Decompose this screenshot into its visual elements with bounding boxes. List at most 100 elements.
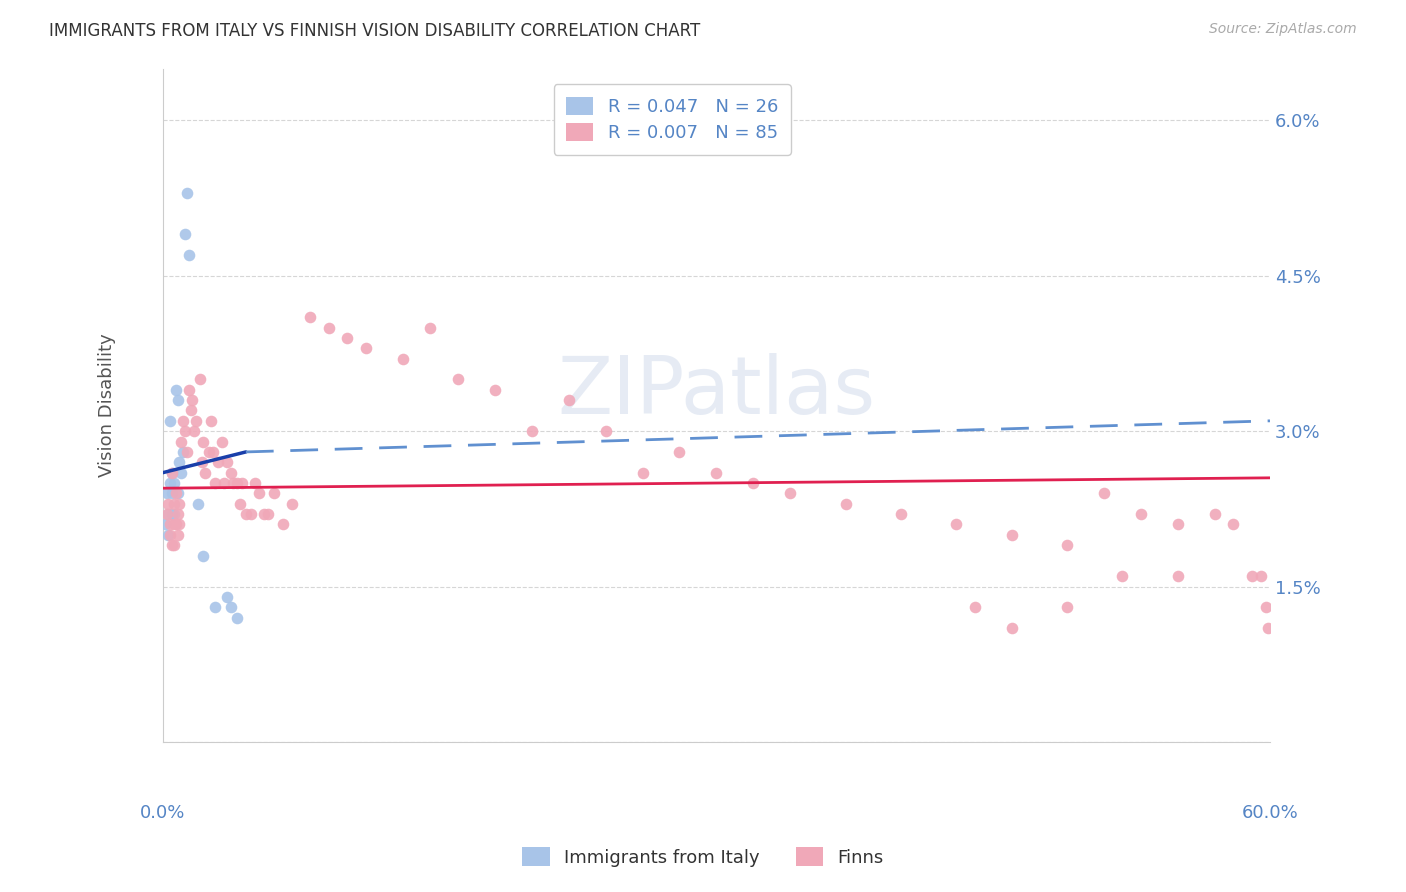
Point: [945, 517, 967, 532]
Point: [963, 600, 986, 615]
Point: [558, 393, 581, 408]
Point: [170, 434, 193, 449]
Point: [281, 497, 304, 511]
Point: [271, 517, 294, 532]
Legend: R = 0.047   N = 26, R = 0.007   N = 85: R = 0.047 N = 26, R = 0.007 N = 85: [554, 84, 790, 154]
Text: 0.0%: 0.0%: [141, 805, 186, 822]
Point: [336, 331, 359, 345]
Point: [222, 476, 245, 491]
Point: [159, 517, 181, 532]
Point: [243, 476, 266, 491]
Point: [219, 466, 242, 480]
Point: [157, 507, 180, 521]
Point: [742, 476, 765, 491]
Point: [183, 424, 205, 438]
Point: [834, 497, 856, 511]
Point: [163, 507, 186, 521]
Point: [229, 497, 252, 511]
Text: IMMIGRANTS FROM ITALY VS FINNISH VISION DISABILITY CORRELATION CHART: IMMIGRANTS FROM ITALY VS FINNISH VISION …: [49, 22, 700, 40]
Point: [1222, 517, 1244, 532]
Point: [166, 507, 188, 521]
Point: [631, 466, 654, 480]
Point: [166, 486, 188, 500]
Point: [177, 383, 200, 397]
Point: [169, 497, 191, 511]
Point: [212, 476, 235, 491]
Point: [198, 445, 221, 459]
Point: [211, 434, 233, 449]
Text: Vision Disability: Vision Disability: [98, 334, 117, 477]
Text: 60.0%: 60.0%: [1241, 805, 1298, 822]
Point: [160, 507, 183, 521]
Point: [184, 414, 207, 428]
Point: [153, 517, 176, 532]
Point: [391, 351, 413, 366]
Point: [706, 466, 728, 480]
Point: [1001, 528, 1024, 542]
Point: [890, 507, 912, 521]
Point: [165, 517, 187, 532]
Point: [193, 434, 215, 449]
Point: [188, 372, 211, 386]
Point: [157, 497, 180, 511]
Point: [447, 372, 470, 386]
Point: [181, 393, 204, 408]
Point: [1257, 621, 1279, 635]
Point: [160, 466, 183, 480]
Point: [240, 507, 263, 521]
Legend: Immigrants from Italy, Finns: Immigrants from Italy, Finns: [515, 840, 891, 874]
Point: [299, 310, 322, 325]
Point: [176, 186, 198, 200]
Point: [263, 486, 285, 500]
Point: [1204, 507, 1226, 521]
Point: [160, 486, 183, 500]
Point: [193, 549, 215, 563]
Point: [172, 414, 194, 428]
Point: [1111, 569, 1133, 583]
Point: [247, 486, 270, 500]
Point: [177, 248, 200, 262]
Point: [1056, 600, 1078, 615]
Point: [1167, 569, 1189, 583]
Point: [166, 528, 188, 542]
Point: [200, 414, 222, 428]
Point: [1056, 538, 1078, 552]
Point: [187, 497, 209, 511]
Point: [595, 424, 617, 438]
Point: [231, 476, 253, 491]
Point: [217, 455, 239, 469]
Point: [176, 445, 198, 459]
Point: [169, 455, 191, 469]
Point: [166, 393, 188, 408]
Point: [159, 528, 181, 542]
Point: [779, 486, 801, 500]
Point: [318, 320, 340, 334]
Point: [174, 227, 197, 242]
Point: [204, 476, 226, 491]
Point: [253, 507, 276, 521]
Text: ZIPatlas: ZIPatlas: [557, 353, 876, 431]
Point: [155, 507, 177, 521]
Point: [201, 445, 224, 459]
Point: [354, 341, 377, 355]
Point: [163, 538, 186, 552]
Point: [190, 455, 212, 469]
Point: [204, 600, 226, 615]
Point: [484, 383, 506, 397]
Point: [668, 445, 690, 459]
Point: [155, 486, 177, 500]
Point: [159, 414, 181, 428]
Point: [207, 455, 229, 469]
Point: [419, 320, 441, 334]
Point: [174, 424, 197, 438]
Point: [520, 424, 543, 438]
Point: [172, 445, 194, 459]
Point: [169, 517, 191, 532]
Point: [1092, 486, 1115, 500]
Text: Source: ZipAtlas.com: Source: ZipAtlas.com: [1209, 22, 1357, 37]
Point: [1256, 600, 1278, 615]
Point: [163, 497, 186, 511]
Point: [194, 466, 217, 480]
Point: [163, 476, 186, 491]
Point: [235, 507, 257, 521]
